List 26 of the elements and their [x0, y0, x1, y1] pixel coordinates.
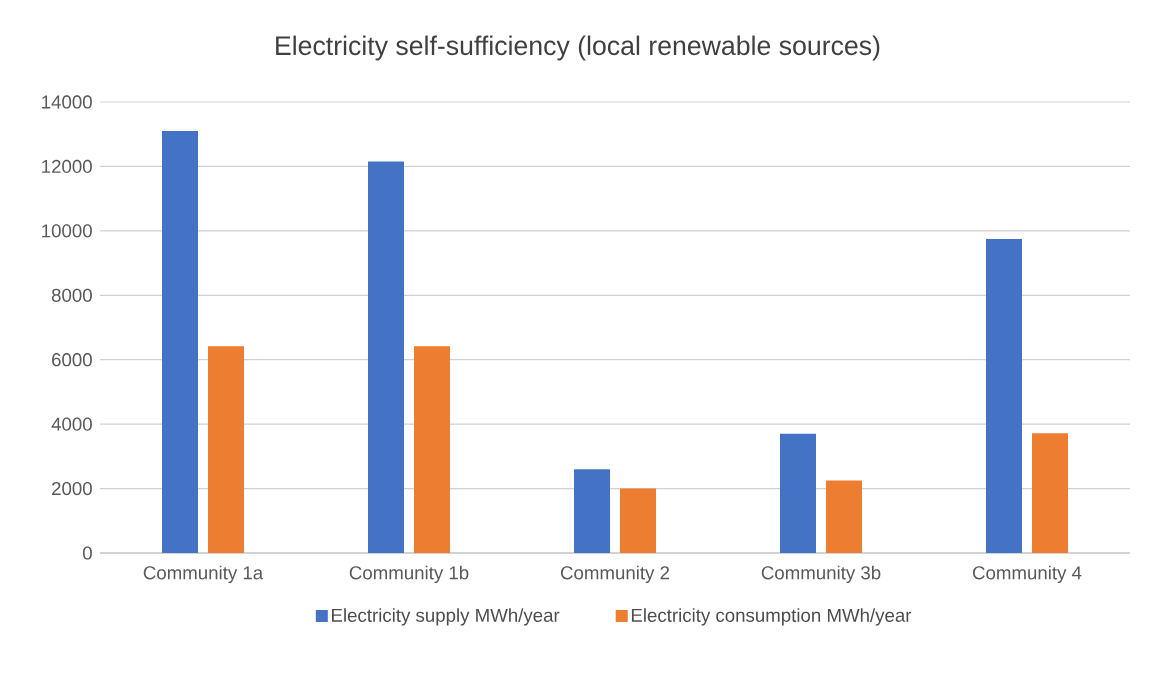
x-tick-label: Community 4 — [972, 565, 1082, 584]
y-tick-label: 6000 — [52, 353, 92, 367]
x-tick-label: Community 2 — [560, 565, 670, 584]
x-tick-label: Community 1a — [143, 565, 264, 584]
bar — [620, 488, 657, 553]
bar — [1032, 433, 1069, 553]
y-tick-label: 2000 — [52, 481, 92, 496]
legend-label: Electricity supply MWh/year — [332, 608, 560, 626]
bar — [368, 161, 405, 553]
bar — [826, 480, 863, 553]
bar — [162, 130, 198, 553]
y-tick-label: 4000 — [51, 417, 92, 431]
chart-title: Electricity self-sufficiency (local renewable sources) — [276, 35, 880, 61]
legend-label: Electricity consumption MWh/year — [631, 608, 912, 626]
y-tick-label: 14000 — [42, 95, 92, 109]
y-tick-label: 0 — [82, 546, 92, 560]
x-tick-label: Community 3b — [761, 565, 881, 584]
bar — [780, 433, 817, 553]
y-tick-label: 8000 — [51, 288, 92, 302]
bar — [574, 469, 611, 553]
bar — [208, 346, 244, 553]
y-tick-label: 12000 — [42, 159, 92, 174]
bar — [414, 346, 451, 553]
x-tick-label: Community 1b — [349, 565, 469, 584]
bar — [986, 238, 1023, 553]
y-tick-label: 10000 — [42, 224, 92, 238]
